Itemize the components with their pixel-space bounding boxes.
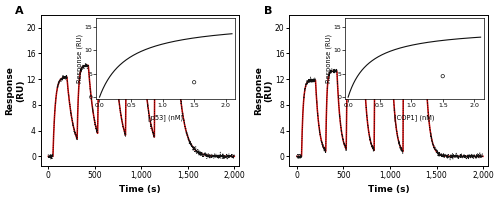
X-axis label: Time (s): Time (s) xyxy=(368,185,410,194)
Text: B: B xyxy=(264,6,272,16)
Y-axis label: Response
(RU): Response (RU) xyxy=(6,66,25,115)
Text: A: A xyxy=(15,6,24,16)
X-axis label: Time (s): Time (s) xyxy=(119,185,161,194)
Y-axis label: Response
(RU): Response (RU) xyxy=(254,66,274,115)
